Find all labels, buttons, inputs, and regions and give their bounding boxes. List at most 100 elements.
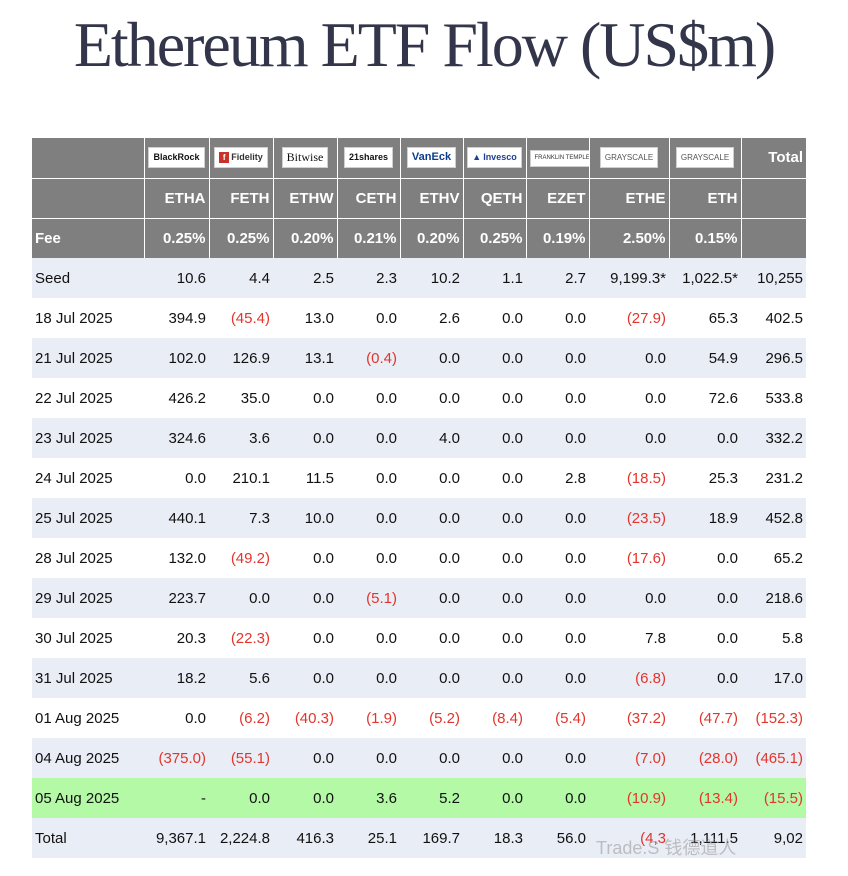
issuer-cell-blackrock: BlackRock [144,138,210,179]
flow-cell: (4,3 [589,818,669,858]
flow-cell: 0.0 [400,538,463,578]
flow-cell: 4.0 [400,418,463,458]
issuer-cell-franklin: FRANKLIN TEMPLETON [526,138,590,179]
flow-cell: 0.0 [400,378,463,418]
flow-cell: 18.2 [144,658,209,698]
fee-cell: 0.15% [669,218,742,258]
flow-cell: 7.8 [589,618,669,658]
flow-cell: (1.9) [337,698,400,738]
flow-cell: (23.5) [589,498,669,538]
ticker-cell: ETH [669,178,742,219]
flow-cell: 0.0 [463,778,526,818]
flow-cell: 0.0 [400,578,463,618]
flow-cell: 0.0 [337,298,400,338]
flow-cell: (10.9) [589,778,669,818]
flow-cell: (40.3) [273,698,337,738]
table-row: 05 Aug 2025-0.0 0.0 3.6 5.2 0.0 0.0 (10.9) (13.… [32,778,806,818]
flow-cell: 0.0 [463,618,526,658]
page-title: Ethereum ETF Flow (US$m) [73,9,776,80]
fee-label: Fee [32,218,145,258]
flow-cell: 0.0 [273,738,337,778]
fidelity-logo: f Fidelity [214,147,268,169]
row-label: 24 Jul 2025 [32,458,144,498]
row-label: 18 Jul 2025 [32,298,144,338]
flow-cell: 1,111.5 [669,818,741,858]
flow-cell: 0.0 [337,538,400,578]
flow-cell: 4.4 [209,258,273,298]
flow-cell: (5.1) [337,578,400,618]
invesco-logo-text: Invesco [483,152,517,163]
flow-cell: 10.2 [400,258,463,298]
table-row: 25 Jul 2025 440.1 7.3 10.0 0.0 0.0 0.0 0.0 (23.5… [32,498,806,538]
total-row: Total 9,367.1 2,224.8 416.3 25.1 169.7 18.3 56.… [32,818,806,858]
flow-cell: 0.0 [669,418,741,458]
row-label: 28 Jul 2025 [32,538,144,578]
flow-cell: 0.0 [273,778,337,818]
flow-cell: 0.0 [463,658,526,698]
table-row: 18 Jul 2025 394.9 (45.4) 13.0 0.0 2.6 0.0 0.0 (2… [32,298,806,338]
table-row: 22 Jul 2025 426.2 35.0 0.0 0.0 0.0 0.0 0.0 0.0 72… [32,378,806,418]
flow-cell: 2,224.8 [209,818,273,858]
flow-cell: 0.0 [589,578,669,618]
row-label: 23 Jul 2025 [32,418,144,458]
row-total-cell: 296.5 [741,338,806,378]
vaneck-logo: VanEck [406,147,457,169]
flow-cell: 416.3 [273,818,337,858]
flow-cell: 0.0 [400,498,463,538]
flow-cell: (17.6) [589,538,669,578]
flow-cell: 7.3 [209,498,273,538]
flow-cell: 0.0 [526,618,589,658]
flow-cell: (5.2) [400,698,463,738]
flow-cell: 0.0 [144,698,209,738]
fee-cell: 0.20% [273,218,338,258]
row-total-cell: (465.1) [741,738,806,778]
flow-cell: 2.8 [526,458,589,498]
flow-cell: 0.0 [463,738,526,778]
ticker-cell: FETH [209,178,274,219]
flow-cell: 25.3 [669,458,741,498]
row-label: Seed [32,258,144,298]
flow-cell: 0.0 [400,458,463,498]
flow-cell: 10.6 [144,258,209,298]
franklin-templeton-logo: FRANKLIN TEMPLETON [529,149,588,167]
table-row: 21 Jul 2025 102.0 126.9 13.1 (0.4) 0.0 0.0 0.0 0… [32,338,806,378]
flow-cell: 0.0 [526,778,589,818]
invesco-logo: ▲ Invesco [467,147,522,169]
flow-cell: 0.0 [463,578,526,618]
flow-cell: 0.0 [526,578,589,618]
flow-cell: 0.0 [209,778,273,818]
row-total-cell: 17.0 [741,658,806,698]
flow-cell: 0.0 [669,658,741,698]
row-total-cell: 533.8 [741,378,806,418]
row-label: 05 Aug 2025 [32,778,144,818]
fidelity-f-icon: f [219,152,230,164]
flow-cell: 20.3 [144,618,209,658]
issuer-cell-21shares: 21shares [337,138,401,179]
flow-cell: 0.0 [209,578,273,618]
flow-cell: (45.4) [209,298,273,338]
flow-cell: 0.0 [526,538,589,578]
flow-cell: - [144,778,209,818]
flow-cell: 54.9 [669,338,741,378]
table-row: 31 Jul 2025 18.2 5.6 0.0 0.0 0.0 0.0 0.0 (6.8) 0.… [32,658,806,698]
flow-cell: 0.0 [400,658,463,698]
flow-cell: 18.9 [669,498,741,538]
flow-cell: 11.5 [273,458,337,498]
flow-cell: 0.0 [400,618,463,658]
fee-cell: 0.25% [209,218,274,258]
flow-cell: 1,022.5* [669,258,741,298]
row-label: 25 Jul 2025 [32,498,144,538]
row-total-cell: 231.2 [741,458,806,498]
flow-cell: 132.0 [144,538,209,578]
flow-cell: 13.0 [273,298,337,338]
flow-cell: 210.1 [209,458,273,498]
flow-cell: 0.0 [669,618,741,658]
flow-cell: 65.3 [669,298,741,338]
flow-cell: 2.5 [273,258,337,298]
flow-cell: 35.0 [209,378,273,418]
flow-cell: 0.0 [337,458,400,498]
etf-flow-table: BlackRock f Fidelity Bitwise 21shares Van… [32,138,806,858]
fee-cell: 0.20% [400,218,464,258]
flow-cell: 2.6 [400,298,463,338]
flow-cell: (13.4) [669,778,741,818]
